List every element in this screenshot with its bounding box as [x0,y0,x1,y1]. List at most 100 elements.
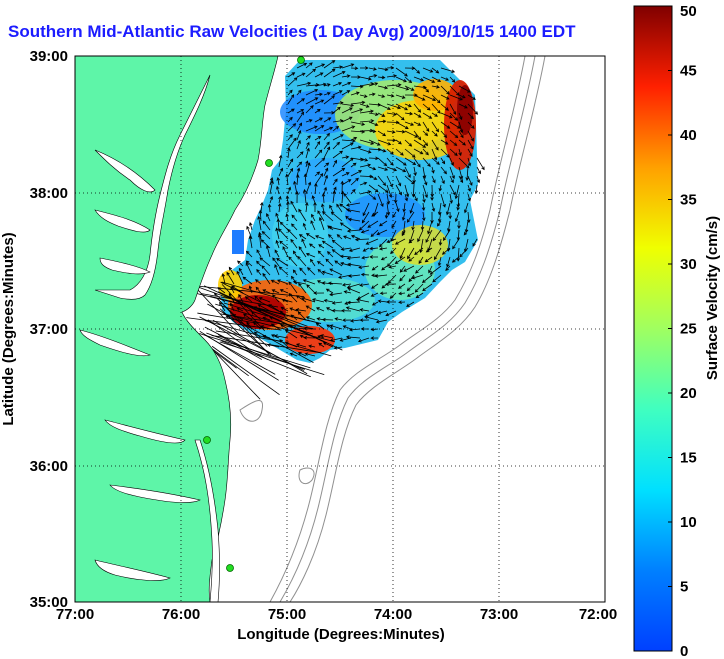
velocity-vector [254,279,262,285]
velocity-vector [449,121,461,129]
velocity-vector [386,112,398,116]
velocity-vector [318,244,325,249]
velocity-vector [305,181,312,195]
velocity-vector [386,130,396,134]
velocity-vector [257,215,262,231]
velocity-vector [386,256,397,267]
velocity-vector [413,112,422,118]
velocity-vector [412,175,416,184]
velocity-vector [299,267,307,276]
velocity-vector [296,167,301,177]
velocity-vector [322,211,334,222]
velocity-vector [389,292,397,299]
velocity-vector [277,202,282,213]
velocity-vector [377,193,384,208]
velocity-vector [446,220,451,233]
velocity-vector [341,90,351,96]
velocity-vector [302,279,316,285]
velocity-vector [219,313,313,329]
velocity-vector [314,141,321,150]
velocity-vector [226,271,235,285]
velocity-vector [425,247,433,253]
velocity-vector [295,343,307,348]
velocity-vector [315,322,325,330]
velocity-vector [331,239,343,249]
velocity-vector [413,139,427,148]
velocity-vector [404,121,415,126]
velocity-vector [313,291,325,295]
velocity-vector [302,222,307,231]
velocity-vector [395,148,404,156]
velocity-vector [413,67,421,74]
velocity-vector [368,139,381,146]
velocity-vector [404,148,416,158]
velocity-vector [287,72,296,78]
velocity-vector [359,318,370,322]
velocity-vector [261,265,271,276]
velocity-vector [326,324,334,330]
velocity-vector [422,112,433,119]
velocity-vector [466,211,471,224]
velocity-vector [463,229,469,236]
velocity-vector [452,238,460,250]
velocity-vector [269,195,274,204]
velocity-vector [331,308,343,313]
velocity-vector [221,284,265,332]
velocity-vector [186,317,282,331]
velocity-vector [345,306,361,312]
velocity-vector [422,67,434,73]
velocity-vector [342,318,352,322]
velocity-vector [341,142,354,150]
velocity-vector [446,256,451,268]
velocity-vector [295,308,307,312]
velocity-vector [398,300,406,305]
velocity-vector [465,166,469,181]
velocity-vector [332,125,340,132]
velocity-vector [368,92,376,97]
velocity-vector [350,177,359,186]
velocity-vector [422,166,427,179]
velocity-vector [296,109,305,114]
velocity-vector [360,229,370,234]
velocity-vector [303,335,316,340]
velocity-vector [431,130,438,137]
velocity-vector [260,201,264,213]
land-mass [75,56,279,602]
velocity-vector [311,195,316,204]
velocity-vector [413,121,422,126]
velocity-vector [277,279,289,285]
velocity-vector [350,162,357,168]
velocity-vector [449,112,459,121]
velocity-vector [476,157,485,171]
velocity-vector [275,227,280,240]
velocity-vector [401,229,406,237]
velocity-vector [377,130,387,137]
velocity-vector [422,103,431,111]
velocity-vector [314,99,325,105]
velocity-vector [315,307,325,312]
velocity-vector [476,175,481,184]
velocity-vector [368,175,378,180]
velocity-vector [370,327,379,332]
velocity-vector [262,220,271,231]
velocity-vector [384,211,389,219]
velocity-vector [422,283,433,292]
y-axis-ticks: 35:00 36:00 37:00 38:00 39:00 [30,48,68,611]
velocity-vector [377,175,387,186]
velocity-vector [429,265,442,275]
velocity-vector [285,213,289,222]
velocity-vector [314,182,318,195]
velocity-vector [323,83,331,87]
velocity-vector [296,129,302,141]
velocity-vector [368,184,379,193]
velocity-vector [339,337,352,342]
velocity-vector [306,284,316,294]
velocity-vector [368,82,379,87]
velocity-vector [314,117,323,123]
velocity-vector [304,352,316,357]
velocity-vector [443,229,451,241]
velocity-vector [370,229,379,238]
velocity-vector [350,319,361,323]
velocity-vector [207,319,250,350]
velocity-vector [422,139,429,147]
